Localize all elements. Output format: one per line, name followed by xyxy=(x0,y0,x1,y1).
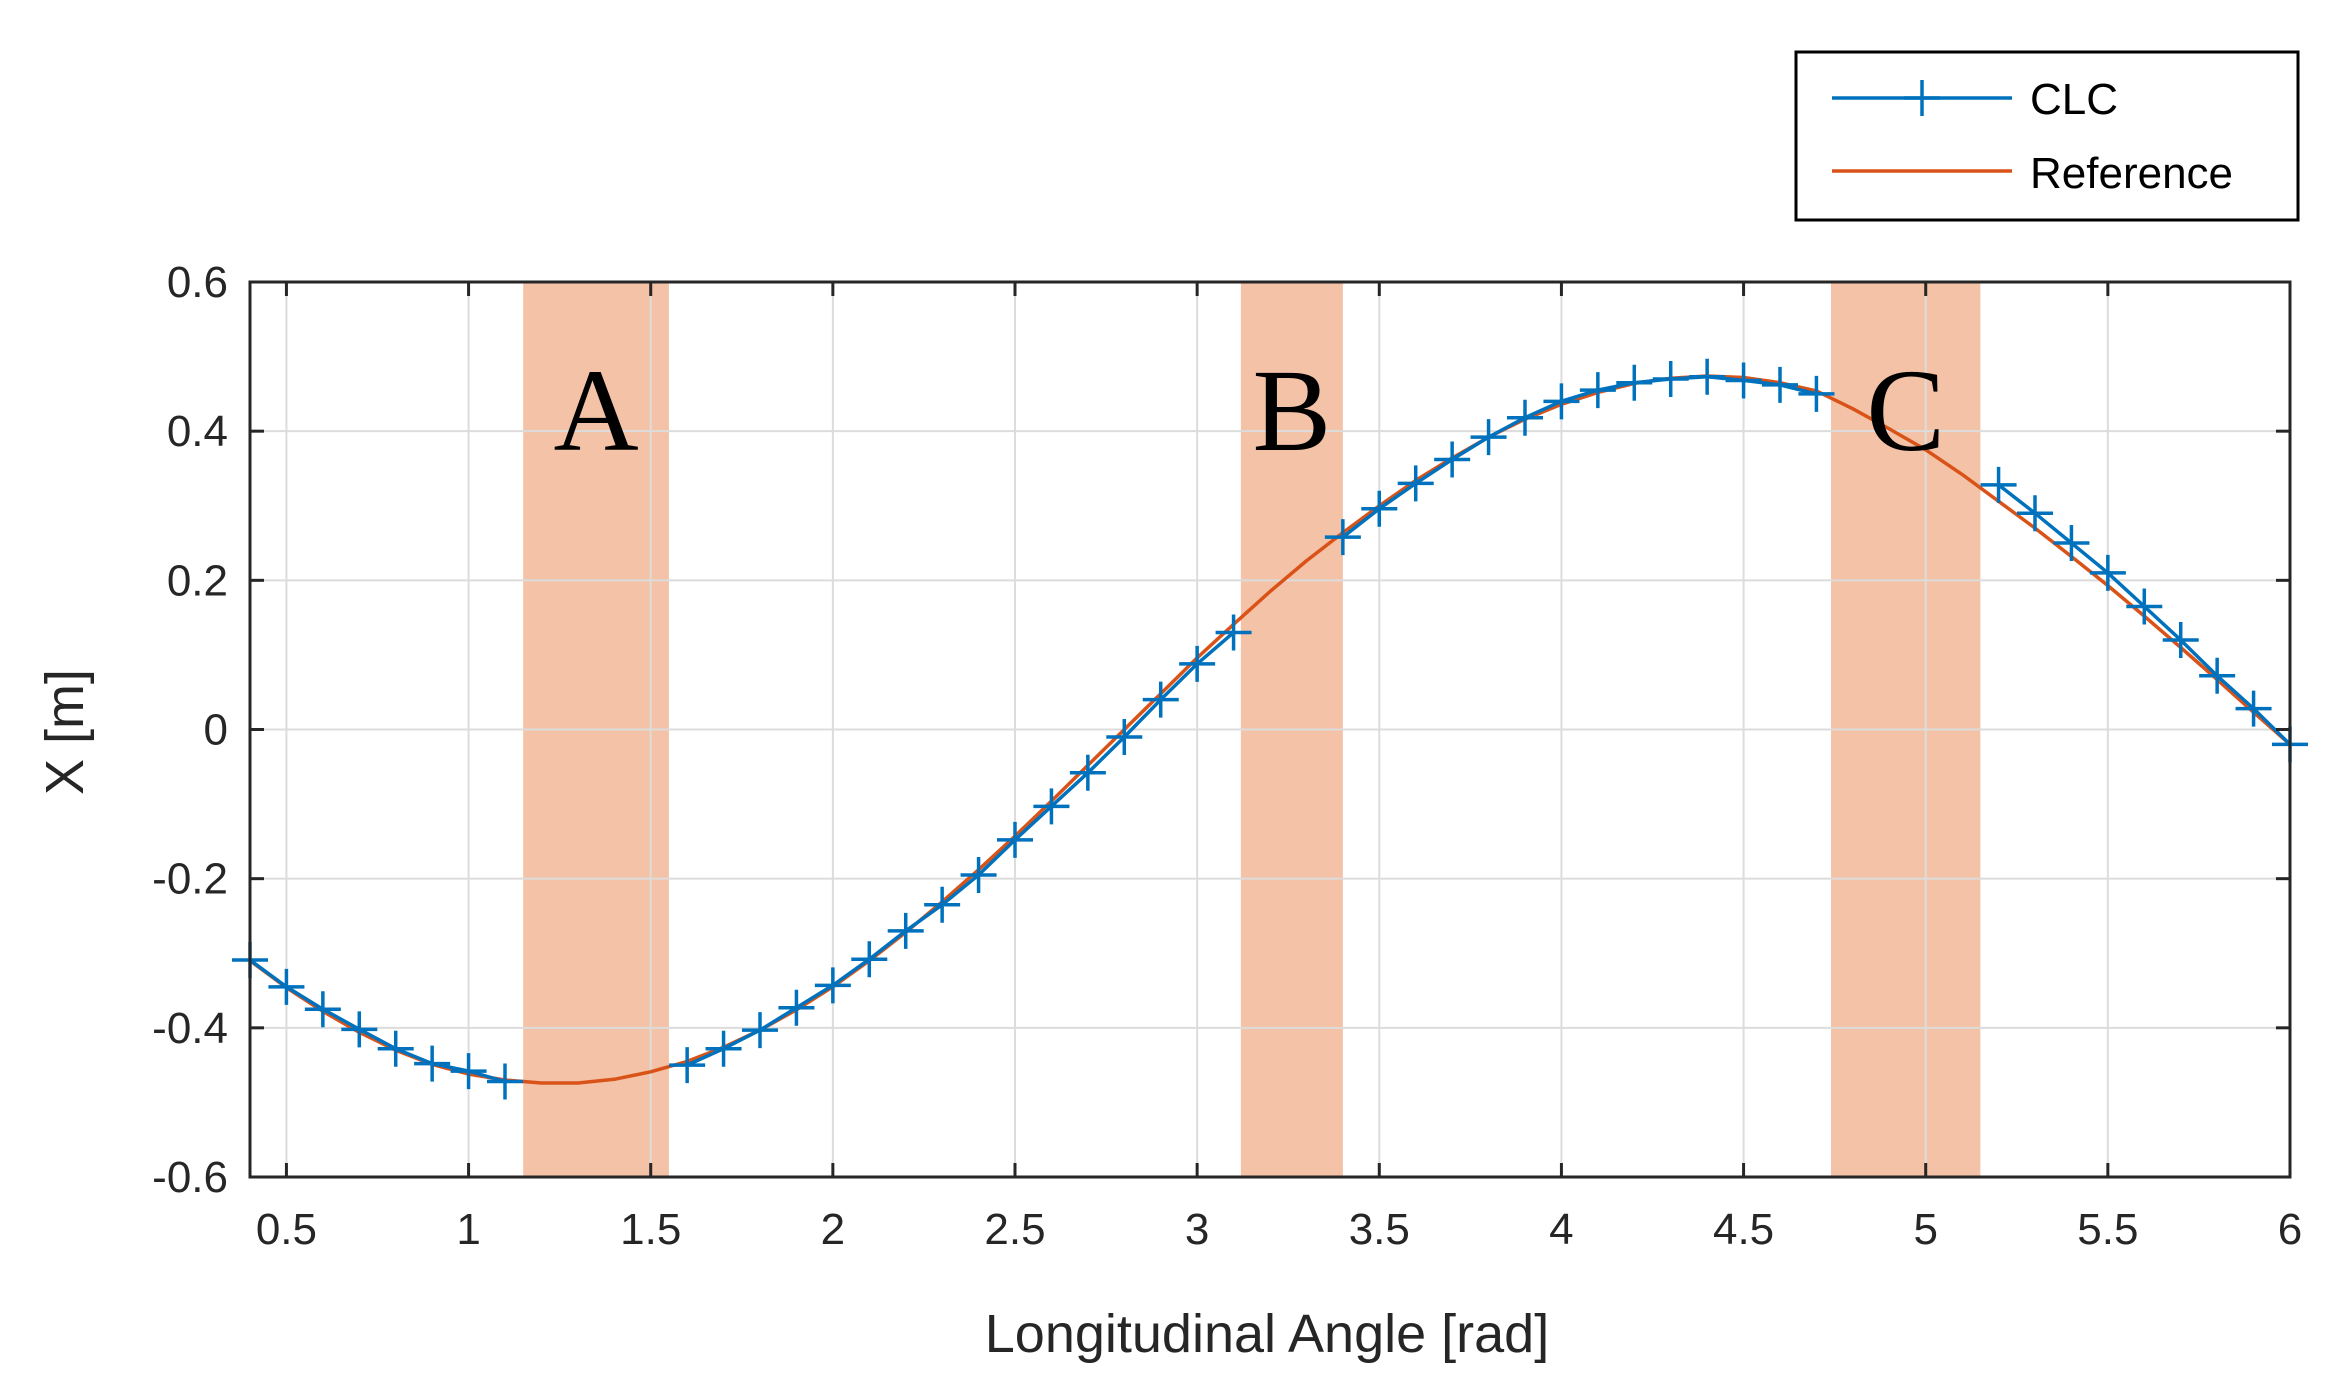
clc-marker xyxy=(1689,358,1726,395)
clc-marker xyxy=(1397,465,1434,502)
clc-marker xyxy=(1616,364,1653,401)
clc-marker xyxy=(1179,645,1216,682)
clc-line-segment xyxy=(686,631,1235,1067)
region-a-label: A xyxy=(553,345,638,476)
x-tick-label: 0.5 xyxy=(256,1205,317,1254)
clc-marker xyxy=(814,967,851,1004)
clc-marker xyxy=(2053,525,2090,562)
region-labels: A B C xyxy=(553,345,1945,476)
clc-marker xyxy=(1106,718,1143,755)
clc-marker xyxy=(960,856,997,893)
x-tick-label: 6 xyxy=(2278,1205,2302,1254)
clc-marker xyxy=(2089,554,2126,591)
y-tick-label: -0.6 xyxy=(152,1153,228,1202)
x-tick-label: 2.5 xyxy=(984,1205,1045,1254)
clc-marker xyxy=(268,968,305,1005)
clc-marker xyxy=(1361,490,1398,527)
reference-series xyxy=(248,374,2292,1085)
y-tick-label: 0.4 xyxy=(167,407,228,456)
y-tick-label: 0.6 xyxy=(167,258,228,307)
clc-marker xyxy=(669,1047,706,1084)
legend-reference-label: Reference xyxy=(2030,149,2233,198)
clc-marker xyxy=(2235,690,2272,727)
clc-marker xyxy=(1470,419,1507,456)
clc-series xyxy=(232,358,2308,1100)
clc-marker xyxy=(742,1012,778,1049)
clc-marker xyxy=(450,1053,487,1090)
clc-marker xyxy=(1033,788,1070,825)
clc-marker xyxy=(1434,441,1471,478)
clc-marker xyxy=(924,886,961,923)
clc-marker xyxy=(851,941,888,978)
legend-clc-marker xyxy=(1904,80,1940,116)
clc-marker xyxy=(1762,366,1798,403)
clc-marker xyxy=(487,1063,523,1100)
clc-marker xyxy=(1507,399,1543,436)
clc-marker xyxy=(997,821,1033,858)
y-tick-label: 0.2 xyxy=(167,556,228,605)
reference-line xyxy=(248,374,2292,1085)
x-tick-labels: 0.5 1 1.5 2 2.5 3 3.5 4 4.5 5 5.5 6 xyxy=(256,1205,2302,1254)
region-c-label: C xyxy=(1866,345,1945,476)
x-tick-label: 1 xyxy=(456,1205,480,1254)
plot-axes xyxy=(248,280,2292,1179)
clc-marker xyxy=(304,991,341,1028)
clc-marker xyxy=(2126,588,2163,625)
x-tick-label: 5 xyxy=(1913,1205,1937,1254)
y-tick-label: 0 xyxy=(204,706,228,755)
legend-clc-label: CLC xyxy=(2030,75,2118,124)
legend: CLC Reference xyxy=(1794,50,2300,222)
y-axis-label: X [m] xyxy=(35,669,95,795)
clc-marker xyxy=(377,1030,414,1067)
y-tick-label: -0.4 xyxy=(152,1004,228,1053)
clc-marker xyxy=(414,1045,451,1082)
clc-marker xyxy=(1543,383,1580,420)
region-b-label: B xyxy=(1252,345,1331,476)
clc-marker xyxy=(341,1011,378,1048)
clc-marker xyxy=(1725,362,1762,399)
clc-marker xyxy=(1579,372,1616,409)
x-tick-label: 3.5 xyxy=(1349,1205,1410,1254)
clc-marker xyxy=(1980,466,2017,503)
x-tick-label: 3 xyxy=(1185,1205,1209,1254)
clc-marker xyxy=(2017,495,2053,532)
y-tick-labels: -0.6 -0.4 -0.2 0 0.2 0.4 0.6 xyxy=(152,258,228,1202)
x-tick-label: 1.5 xyxy=(620,1205,681,1254)
clc-marker xyxy=(887,912,924,949)
clc-marker xyxy=(1215,614,1252,651)
legend-box xyxy=(1794,50,2300,222)
clc-marker xyxy=(1798,375,1835,412)
clc-marker xyxy=(1652,360,1689,397)
clc-marker xyxy=(1142,681,1179,718)
clc-marker xyxy=(1324,519,1361,556)
clc-marker xyxy=(778,989,815,1026)
clc-marker xyxy=(1069,754,1106,791)
clc-marker xyxy=(2162,622,2199,658)
y-tick-label: -0.2 xyxy=(152,855,228,904)
clc-marker xyxy=(2199,657,2236,694)
clc-marker xyxy=(705,1030,742,1067)
x-axis-label: Longitudinal Angle [rad] xyxy=(985,1304,1549,1364)
x-tick-label: 5.5 xyxy=(2077,1205,2138,1254)
x-tick-label: 4.5 xyxy=(1713,1205,1774,1254)
x-tick-label: 2 xyxy=(821,1205,845,1254)
x-tick-label: 4 xyxy=(1549,1205,1573,1254)
